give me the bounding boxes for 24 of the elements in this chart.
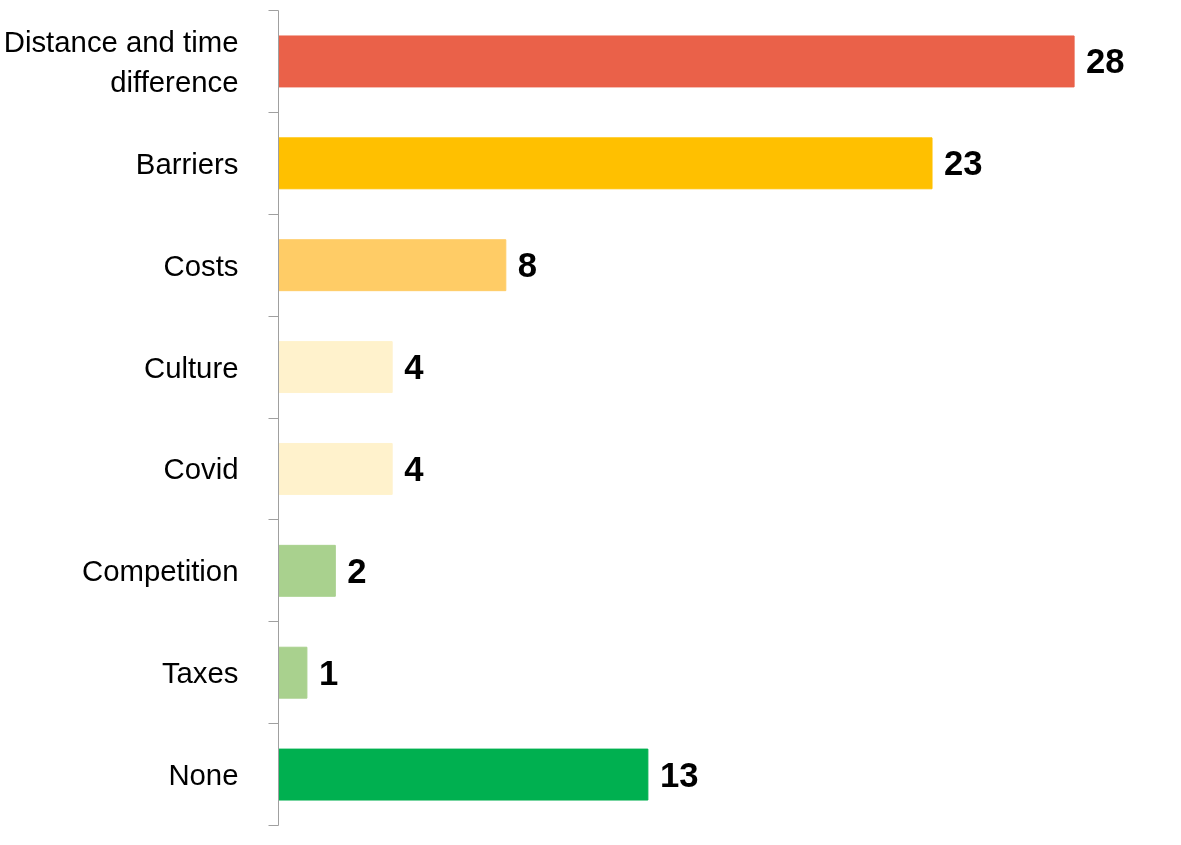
bar	[278, 341, 393, 394]
data-label: 13	[659, 755, 699, 794]
y-tick-label: Covid	[163, 452, 239, 486]
bar	[278, 137, 933, 190]
y-tick-label: Culture	[143, 350, 239, 384]
y-tick-label: Competition	[82, 554, 239, 588]
y-tick-label: Barriers	[135, 146, 239, 180]
y-tick-label: Taxes	[161, 656, 239, 690]
bar	[278, 646, 308, 699]
bar	[278, 748, 649, 801]
data-label: 1	[318, 653, 339, 692]
data-label: 28	[1086, 42, 1125, 81]
data-label: 8	[517, 246, 538, 285]
y-tick-label: Distance and time difference	[3, 25, 239, 98]
bar	[278, 35, 1075, 88]
data-label: 23	[944, 144, 983, 183]
bar	[278, 442, 393, 495]
bar	[278, 544, 336, 597]
data-label: 2	[347, 551, 367, 590]
y-tick-label: Costs	[163, 248, 239, 282]
y-tick-label: None	[168, 758, 239, 792]
bar	[278, 239, 507, 292]
data-label: 4	[404, 449, 425, 488]
data-label: 4	[404, 348, 425, 387]
